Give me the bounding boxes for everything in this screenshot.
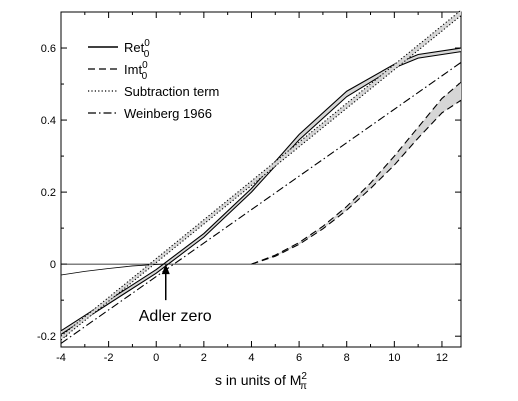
legend-label-imt: Imt0 0 [124, 60, 148, 82]
x-axis-title-base: s in units of M [215, 372, 301, 388]
plot-frame [60, 11, 462, 348]
x-tick-label: 4 [248, 352, 254, 364]
series-line-imt-upper [251, 81, 462, 265]
adler-zero-label: Adler zero [139, 308, 212, 325]
legend-label-sub: 0 [144, 49, 150, 60]
series-band-sub [61, 10, 461, 340]
legend-label-sup: 0 [142, 60, 148, 71]
x-tick-label: -2 [104, 352, 114, 364]
x-tick-label: 6 [296, 352, 302, 364]
series-line-sub-lower [60, 15, 462, 341]
legend-label-sup: 0 [144, 38, 150, 49]
legend-label-base: Ret [124, 40, 145, 55]
legend-label-base: Imt [124, 62, 142, 77]
x-axis-title-sub: π [300, 381, 307, 392]
legend-label-sub: 0 [142, 71, 148, 82]
series-group [60, 9, 462, 344]
series-line-ret-lower [60, 51, 462, 335]
ticks: -4 -2 0 2 4 6 8 10 12 -0.2 0 0.2 0.4 0.6 [37, 11, 461, 364]
series-line-imt-lower [251, 99, 462, 265]
y-tick-label: -0.2 [37, 331, 56, 343]
x-axis-title-sup: 2 [301, 371, 307, 382]
y-tick-label: 0.6 [41, 43, 56, 55]
series-band-imt [251, 82, 461, 265]
legend-label-wein: Weinberg 1966 [124, 106, 212, 121]
x-tick-label: 12 [436, 352, 448, 364]
adler-zero-annotation: Adler zero [139, 264, 212, 325]
y-tick-label: 0 [50, 259, 56, 271]
x-tick-label: 0 [153, 352, 159, 364]
series-line-wein [60, 61, 462, 344]
x-axis-title: s in units of M2 π [215, 371, 307, 392]
legend-label-sub: Subtraction term [124, 84, 219, 99]
x-tick-label: 8 [344, 352, 350, 364]
adler-zero-arrowhead [161, 264, 170, 275]
series-band-ret [61, 48, 461, 335]
x-tick-label: 10 [388, 352, 400, 364]
legend-label-ret: Ret0 0 [124, 38, 150, 60]
y-tick-label: 0.4 [41, 115, 56, 127]
y-tick-label: 0.2 [41, 187, 56, 199]
x-tick-label: -4 [56, 352, 66, 364]
series-line-sub-upper [60, 9, 462, 337]
x-tick-label: 2 [201, 352, 207, 364]
